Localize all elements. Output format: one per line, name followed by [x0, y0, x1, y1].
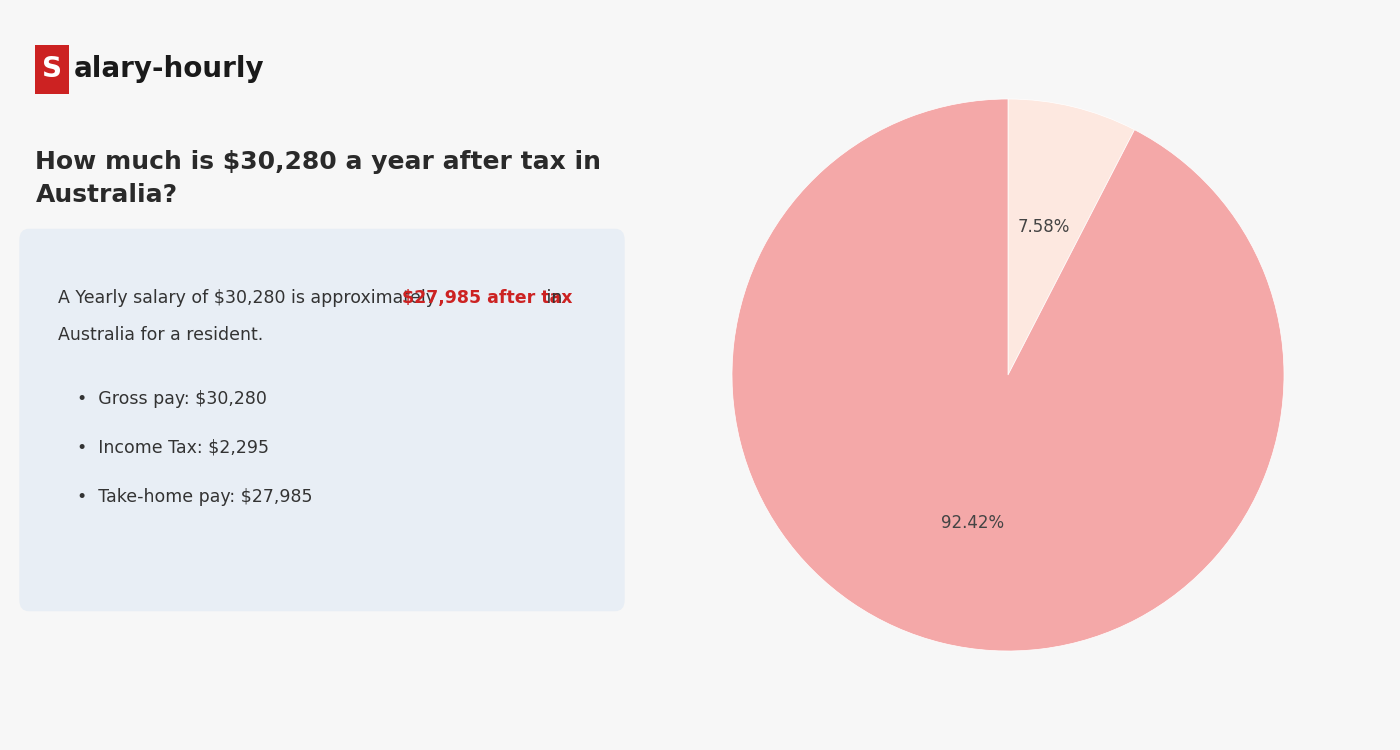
Text: S: S — [42, 56, 62, 83]
Text: alary-hourly: alary-hourly — [74, 56, 265, 83]
Text: •  Gross pay: $30,280: • Gross pay: $30,280 — [77, 390, 267, 408]
Text: 7.58%: 7.58% — [1018, 218, 1070, 236]
Text: •  Take-home pay: $27,985: • Take-home pay: $27,985 — [77, 488, 312, 506]
Text: Australia for a resident.: Australia for a resident. — [57, 326, 263, 344]
Text: •  Income Tax: $2,295: • Income Tax: $2,295 — [77, 439, 269, 457]
Text: How much is $30,280 a year after tax in
Australia?: How much is $30,280 a year after tax in … — [35, 150, 602, 208]
FancyBboxPatch shape — [20, 229, 624, 611]
Wedge shape — [1008, 99, 1134, 375]
Text: A Yearly salary of $30,280 is approximately: A Yearly salary of $30,280 is approximat… — [57, 289, 441, 307]
FancyBboxPatch shape — [35, 45, 69, 94]
Text: $27,985 after tax: $27,985 after tax — [403, 289, 573, 307]
Wedge shape — [732, 99, 1284, 651]
Text: in: in — [540, 289, 563, 307]
Text: 92.42%: 92.42% — [941, 514, 1004, 532]
